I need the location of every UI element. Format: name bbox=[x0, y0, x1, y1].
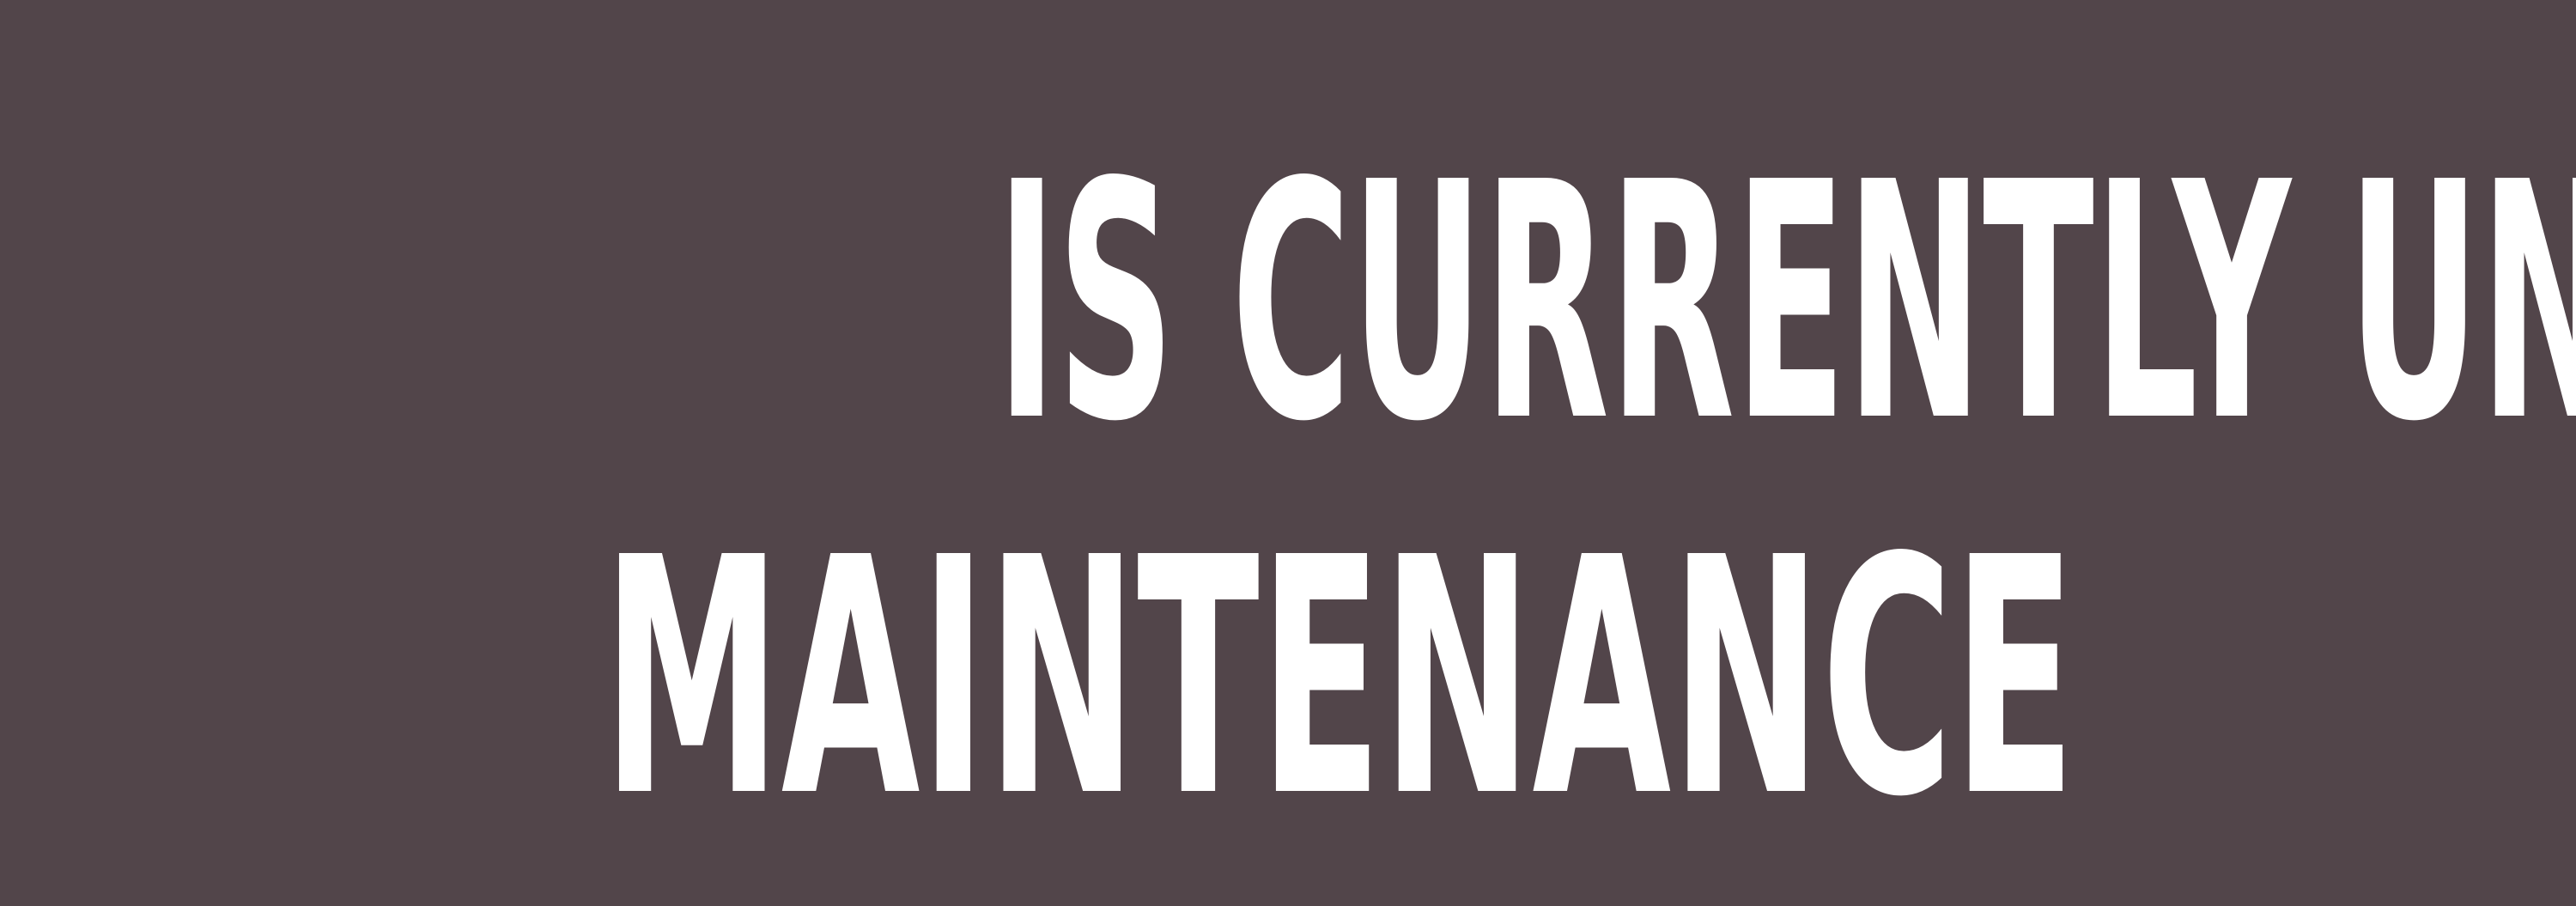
banner-line-1: IS CURRENTLY UNDER bbox=[0, 140, 2576, 466]
banner-line-2-text: MAINTENANCE bbox=[602, 488, 2076, 868]
banner-line-2: MAINTENANCE bbox=[0, 515, 2576, 842]
banner-line-1-text: IS CURRENTLY UNDER bbox=[996, 112, 2576, 493]
